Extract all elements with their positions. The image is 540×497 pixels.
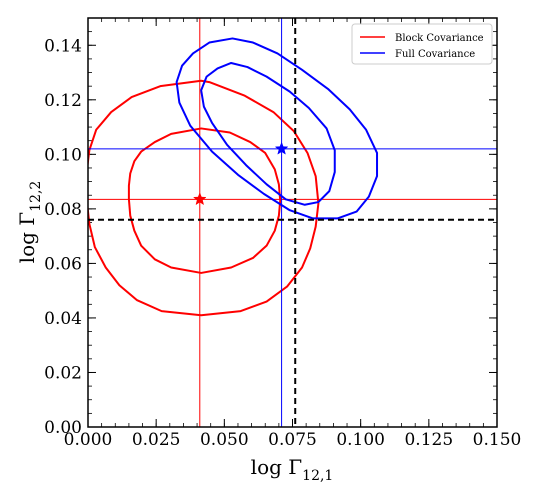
tick-labels: 0.000 0.025 0.050 0.075 0.100 0.125 0.150 0.00 0… bbox=[44, 36, 521, 450]
x-tick-label: 0.025 bbox=[132, 430, 181, 450]
y-axis-title: log Γ12,2 bbox=[15, 181, 44, 264]
legend-box bbox=[351, 23, 493, 65]
x-axis-title-subscript: 12,1 bbox=[302, 468, 333, 484]
block-covariance-best-fit-marker bbox=[192, 192, 207, 206]
x-tick-label: 0.100 bbox=[336, 430, 385, 450]
y-tick-label: 0.06 bbox=[44, 254, 82, 274]
x-tick-label: 0.150 bbox=[473, 430, 522, 450]
y-tick-label: 0.14 bbox=[44, 36, 82, 56]
y-tick-label: 0.04 bbox=[44, 309, 82, 329]
block-covariance-contour-2 bbox=[88, 79, 320, 317]
full-covariance-best-fit-marker bbox=[274, 141, 289, 155]
x-tick-label: 0.050 bbox=[200, 430, 249, 450]
x-axis-title: log Γ12,1 bbox=[251, 455, 334, 484]
full-covariance-contour-2 bbox=[175, 37, 379, 220]
x-tick-label: 0.125 bbox=[404, 430, 453, 450]
legend: Block Covariance Full Covariance bbox=[351, 23, 493, 65]
x-tick-label: 0.000 bbox=[64, 430, 113, 450]
full-covariance-contour-1 bbox=[200, 61, 336, 206]
legend-label-block-covariance: Block Covariance bbox=[395, 33, 484, 44]
y-tick-label: 0.12 bbox=[44, 91, 82, 111]
x-tick-label: 0.075 bbox=[268, 430, 317, 450]
plot-frame bbox=[87, 17, 498, 428]
y-axis-title-subscript: 12,2 bbox=[28, 181, 44, 212]
y-tick-label: 0.00 bbox=[44, 418, 82, 438]
legend-label-full-covariance: Full Covariance bbox=[395, 49, 475, 60]
y-tick-label: 0.02 bbox=[44, 363, 82, 383]
y-tick-label: 0.10 bbox=[44, 145, 82, 165]
y-tick-label: 0.08 bbox=[44, 200, 82, 220]
axis-ticks bbox=[87, 17, 498, 428]
block-covariance-contour-1 bbox=[127, 127, 282, 274]
plot-area bbox=[88, 18, 497, 427]
